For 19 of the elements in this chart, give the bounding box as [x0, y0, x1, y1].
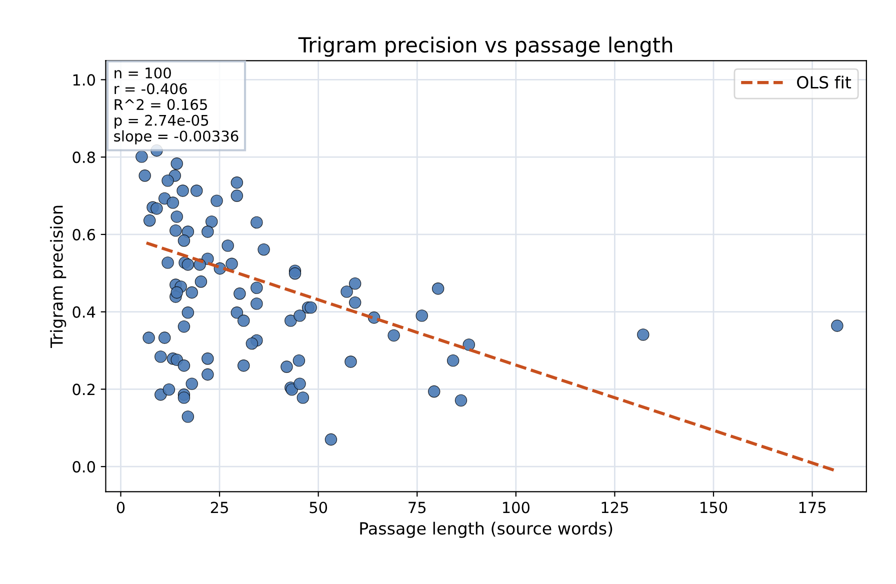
x-tick-label: 50	[310, 502, 328, 514]
y-tick-label: 0.8	[72, 152, 95, 164]
chart-title: Trigram precision vs passage length	[298, 36, 672, 57]
x-tick-label: 150	[700, 502, 728, 514]
x-tick-label: 25	[210, 502, 228, 514]
y-axis-title: Trigram precision	[50, 206, 66, 348]
x-tick-label: 175	[799, 502, 826, 514]
y-tick-label: 0.6	[72, 228, 96, 240]
legend-label: OLS fit	[797, 76, 852, 89]
y-tick-label: 0.4	[72, 306, 96, 318]
y-tick-label: 0.2	[72, 384, 94, 396]
y-tick-label: 0.0	[72, 461, 95, 473]
y-tick-label: 1.0	[73, 74, 95, 86]
annotation: n = 100 r = -0.406 R^2 = 0.165 p = 2.74e-05 slope = -0.00336	[114, 67, 238, 144]
x-tick-label: 0	[116, 502, 125, 514]
x-tick-label: 125	[602, 502, 628, 514]
x-tick-label: 100	[503, 502, 530, 514]
x-axis-title: Passage length (source words)	[360, 522, 612, 538]
x-tick-label: 75	[408, 502, 426, 514]
